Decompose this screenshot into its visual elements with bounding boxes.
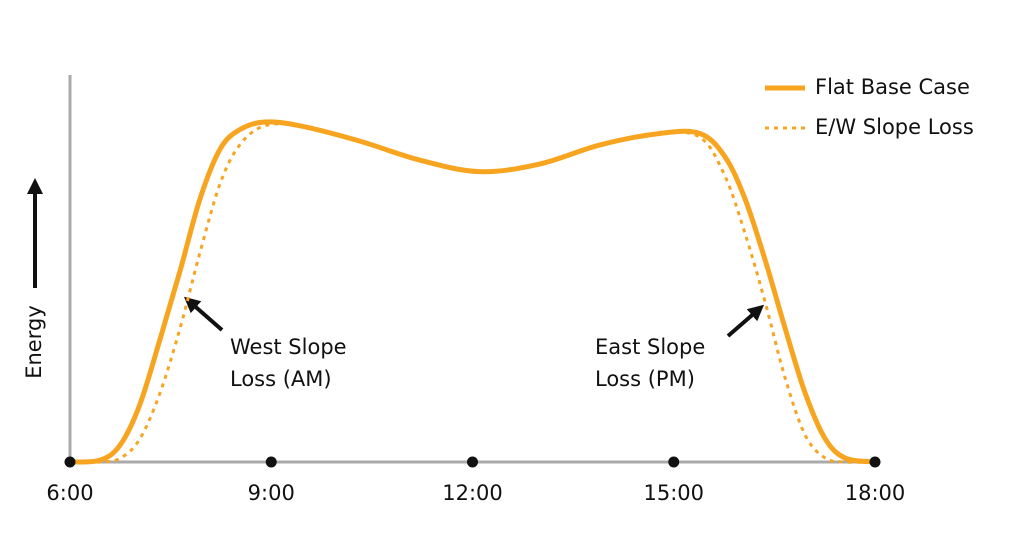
x-tick-label: 15:00 [643, 481, 704, 505]
annotation-arrow [183, 296, 224, 332]
legend-label: E/W Slope Loss [815, 115, 974, 139]
line-series [69, 122, 876, 464]
x-tick-label: 18:00 [845, 481, 906, 505]
x-tick-dot [668, 456, 680, 468]
x-tick-dot [265, 456, 277, 468]
x-tick-dot [869, 456, 881, 468]
x-tick-label: 9:00 [248, 481, 295, 505]
legend-label: Flat Base Case [815, 75, 970, 99]
x-tick-label: 6:00 [46, 481, 93, 505]
annotation-arrow [726, 304, 765, 338]
annotation: West Slope [230, 335, 347, 359]
annotation: Loss (AM) [230, 367, 332, 391]
x-tick-dot [467, 456, 478, 468]
x-tick-label: 12:00 [442, 481, 503, 505]
annotation: East Slope [595, 335, 705, 359]
y-label: Energy [22, 305, 46, 379]
x-tick-dot [64, 456, 76, 468]
annotation: Loss (PM) [595, 367, 695, 391]
